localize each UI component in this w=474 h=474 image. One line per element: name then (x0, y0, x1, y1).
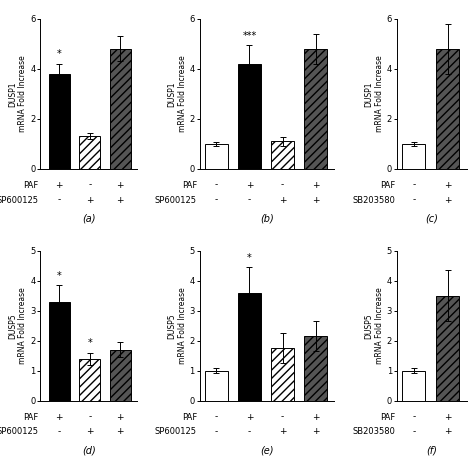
Y-axis label: DUSP5
mRNA Fold Increase: DUSP5 mRNA Fold Increase (8, 287, 27, 364)
Text: *: * (57, 49, 62, 59)
Bar (402, 371, 426, 401)
Text: +: + (86, 428, 93, 437)
Text: -: - (281, 412, 284, 421)
Bar (436, 296, 459, 401)
Text: +: + (444, 181, 452, 190)
Bar (238, 64, 261, 169)
Bar (402, 144, 426, 169)
Text: +: + (55, 181, 63, 190)
Text: +: + (279, 428, 286, 437)
Text: PAF: PAF (380, 181, 395, 190)
Text: (a): (a) (82, 213, 96, 223)
Y-axis label: DUSP5
mRNA Fold Increase: DUSP5 mRNA Fold Increase (167, 287, 187, 364)
Bar (109, 49, 131, 169)
Text: *: * (247, 253, 252, 263)
Text: -: - (88, 181, 91, 190)
Text: (f): (f) (427, 446, 438, 456)
Text: (e): (e) (260, 446, 274, 456)
Text: -: - (58, 196, 61, 204)
Text: -: - (215, 181, 218, 190)
Bar (79, 136, 100, 169)
Text: -: - (215, 196, 218, 204)
Text: +: + (246, 412, 253, 421)
Bar (238, 293, 261, 401)
Text: +: + (444, 196, 452, 204)
Bar (436, 49, 459, 169)
Text: -: - (412, 412, 415, 421)
Bar (205, 144, 228, 169)
Text: +: + (86, 196, 93, 204)
Y-axis label: DUSP5
mRNA Fold Increase: DUSP5 mRNA Fold Increase (365, 287, 384, 364)
Text: (b): (b) (260, 213, 274, 223)
Text: PAF: PAF (23, 412, 38, 421)
Text: +: + (117, 412, 124, 421)
Text: -: - (215, 428, 218, 437)
Bar (304, 49, 327, 169)
Text: PAF: PAF (380, 412, 395, 421)
Text: -: - (412, 196, 415, 204)
Text: (c): (c) (426, 213, 438, 223)
Text: (d): (d) (82, 446, 96, 456)
Text: ***: *** (242, 31, 256, 41)
Bar (304, 336, 327, 401)
Text: PAF: PAF (23, 181, 38, 190)
Text: +: + (444, 428, 452, 437)
Text: SP600125: SP600125 (155, 428, 197, 437)
Text: +: + (117, 428, 124, 437)
Bar (109, 350, 131, 401)
Y-axis label: DUSP1
mRNA Fold Increase: DUSP1 mRNA Fold Increase (167, 55, 187, 132)
Text: -: - (412, 428, 415, 437)
Bar (49, 302, 70, 401)
Text: -: - (88, 412, 91, 421)
Text: -: - (412, 181, 415, 190)
Text: PAF: PAF (182, 181, 197, 190)
Y-axis label: DUSP1
mRNA Fold Increase: DUSP1 mRNA Fold Increase (8, 55, 27, 132)
Text: +: + (55, 412, 63, 421)
Text: SB203580: SB203580 (353, 196, 395, 204)
Bar (205, 371, 228, 401)
Text: -: - (248, 196, 251, 204)
Bar (49, 74, 70, 169)
Text: +: + (312, 428, 319, 437)
Text: +: + (279, 196, 286, 204)
Text: SP600125: SP600125 (155, 196, 197, 204)
Text: *: * (87, 338, 92, 348)
Bar (271, 141, 294, 169)
Text: +: + (246, 181, 253, 190)
Text: +: + (312, 412, 319, 421)
Text: -: - (215, 412, 218, 421)
Text: -: - (58, 428, 61, 437)
Text: +: + (117, 181, 124, 190)
Text: SB203580: SB203580 (353, 428, 395, 437)
Text: SP600125: SP600125 (0, 196, 38, 204)
Text: +: + (117, 196, 124, 204)
Text: SP600125: SP600125 (0, 428, 38, 437)
Text: -: - (281, 181, 284, 190)
Text: +: + (312, 196, 319, 204)
Text: *: * (57, 271, 62, 281)
Text: +: + (312, 181, 319, 190)
Y-axis label: DUSP1
mRNA Fold Increase: DUSP1 mRNA Fold Increase (365, 55, 384, 132)
Text: -: - (248, 428, 251, 437)
Text: +: + (444, 412, 452, 421)
Bar (271, 348, 294, 401)
Bar (79, 359, 100, 401)
Text: PAF: PAF (182, 412, 197, 421)
